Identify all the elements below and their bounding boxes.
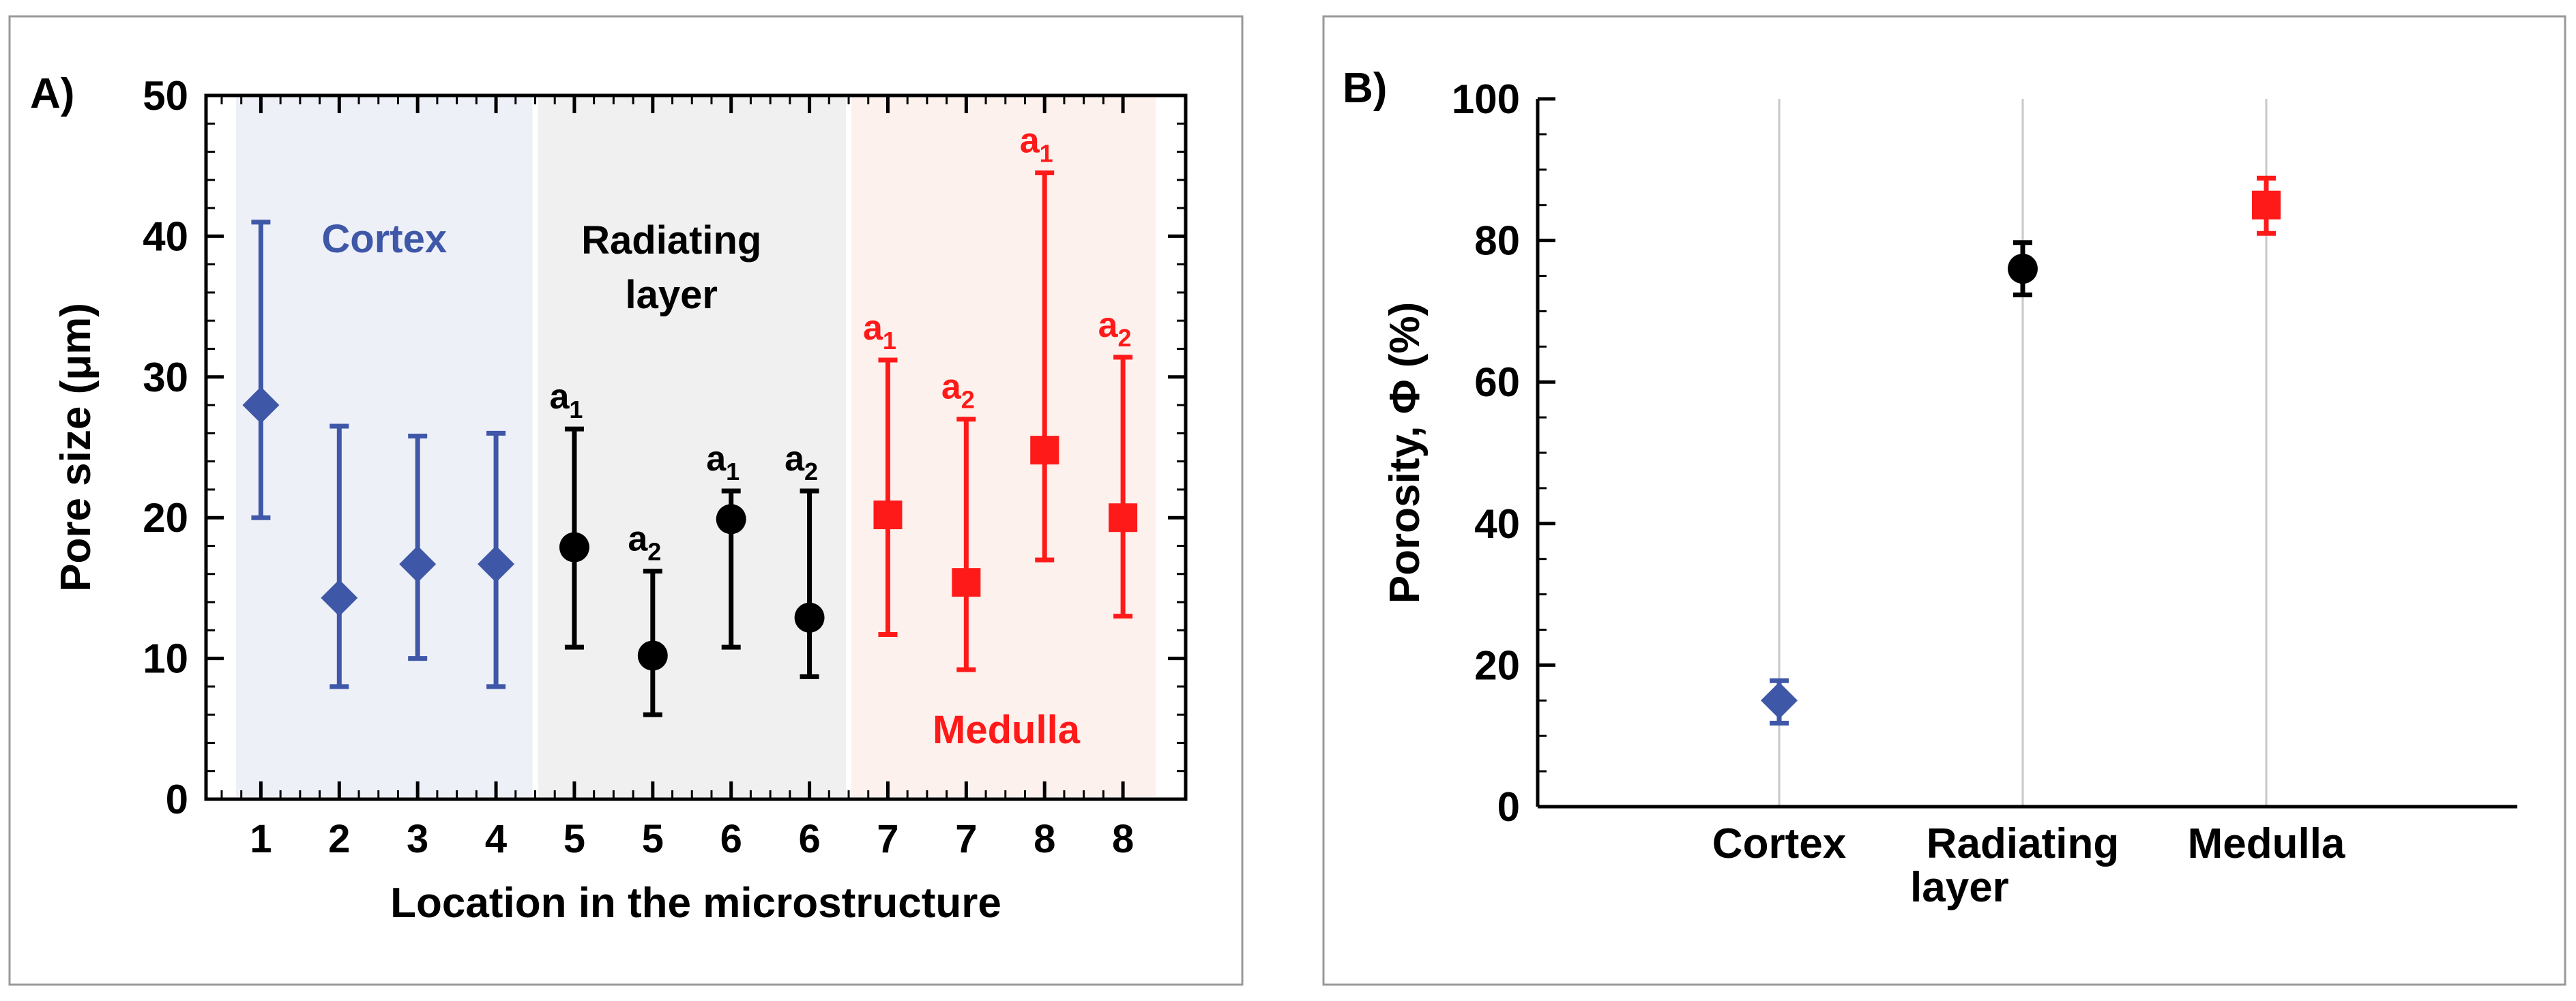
panel-b-ytick-label: 40 (1474, 501, 1520, 547)
panel-a-y-axis-title: Pore size (μm) (53, 303, 100, 592)
panel-a-marker-diamond (242, 387, 280, 424)
region-bg-medulla (851, 98, 1156, 797)
panel-a-ytick-label: 20 (143, 495, 188, 541)
panel-a-marker-diamond (399, 546, 437, 583)
panel-a-annotation: a2 (1098, 305, 1132, 352)
panel-a-marker-circle (794, 602, 825, 633)
panel-a-marker-square (1109, 503, 1138, 533)
panel-b-ytick-label: 80 (1474, 218, 1520, 264)
panel-a-xtick-label: 6 (720, 817, 742, 861)
panel-a-annotation: a2 (941, 368, 975, 414)
region-bg-radiating (538, 98, 847, 797)
panel-a-ytick-label: 50 (143, 73, 188, 119)
panel-a-xtick-label: 5 (642, 817, 664, 861)
panel-a-ytick-label: 0 (166, 777, 188, 822)
panel-b-ytick-label: 100 (1452, 76, 1520, 122)
panel-b-ytick-label: 0 (1497, 784, 1520, 830)
panel-b-category-label: Radiating (1927, 820, 2119, 867)
panel-a-annotation: a2 (628, 520, 661, 566)
panel-b-ytick-label: 60 (1474, 359, 1520, 405)
panel-a-marker-diamond (321, 579, 358, 616)
panel-a-ytick-label: 10 (143, 636, 188, 682)
panel-a-marker-circle (637, 640, 668, 671)
panel-a-x-axis-title: Location in the microstructure (390, 880, 1001, 927)
panel-b-ytick-label: 20 (1474, 642, 1520, 688)
panel-a-annotation: a1 (706, 439, 740, 485)
panel-a-xtick-label: 7 (877, 817, 898, 861)
panel-a-ytick-label: 30 (143, 355, 188, 400)
panel-a-xtick-label: 2 (328, 817, 350, 861)
panel-a-annotation: a1 (549, 377, 583, 423)
panel-a-xtick-label: 8 (1112, 817, 1134, 861)
panel-b-category-label: Cortex (1712, 820, 1847, 867)
panel-b-category-label: Medulla (2188, 820, 2345, 867)
panel-a-marker-circle (716, 504, 746, 535)
region-label-medulla: Medulla (933, 708, 1081, 752)
panel-a-xtick-label: 3 (407, 817, 428, 861)
panel-b-y-axis-title: Porosity, Φ (%) (1381, 302, 1429, 603)
panel-a-marker-square (1030, 436, 1059, 465)
panel-a-marker-square (873, 500, 903, 530)
panel-b-marker-diamond (1761, 682, 1798, 719)
panel-a-annotation: a2 (785, 439, 818, 485)
region-label-radiating: layer (626, 273, 718, 317)
panel-a-annotation: a1 (863, 308, 896, 355)
panel-a-marker-diamond (478, 546, 515, 583)
panel-a-frame (8, 15, 1244, 986)
panel-a-label: A) (30, 70, 74, 117)
panel-a-xtick-label: 5 (564, 817, 585, 861)
panel-a-ytick-label: 40 (143, 213, 188, 259)
panel-a-marker-square (952, 568, 981, 597)
panel-b-label: B) (1343, 65, 1387, 112)
region-label-radiating: Radiating (581, 218, 761, 263)
panel-b-marker-circle (2008, 254, 2038, 284)
panel-b-marker-square (2252, 190, 2281, 220)
panel-a-xtick-label: 6 (798, 817, 820, 861)
panel-a-marker-circle (559, 532, 589, 563)
panel-b-category-label: layer (1910, 864, 2009, 911)
panel-a-xtick-label: 4 (485, 817, 507, 861)
panel-a-xtick-label: 1 (250, 817, 272, 861)
panel-a-axes-box (204, 93, 1188, 801)
region-label-cortex: Cortex (321, 217, 447, 261)
panel-a-xtick-label: 7 (955, 817, 977, 861)
region-bg-cortex (236, 98, 533, 797)
panel-a-xtick-label: 8 (1034, 817, 1055, 861)
panel-a-annotation: a1 (1020, 121, 1053, 168)
panel-b-frame (1322, 15, 2566, 986)
